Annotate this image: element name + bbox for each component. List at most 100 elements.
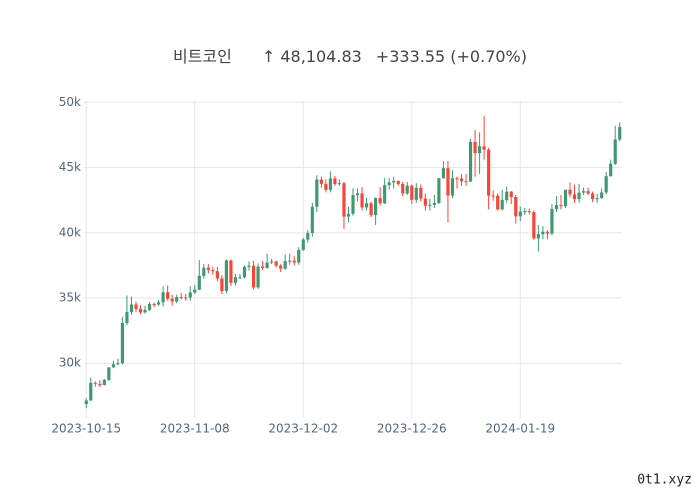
watermark: 0t1.xyz xyxy=(637,473,692,488)
candle-body xyxy=(251,265,256,288)
candle-body xyxy=(369,203,373,216)
candle-body xyxy=(206,267,210,271)
candle-body xyxy=(577,192,581,200)
candle-body xyxy=(224,260,228,291)
candle-body xyxy=(455,178,459,180)
candle-body xyxy=(188,292,192,298)
candle-body xyxy=(360,193,364,208)
candle-body xyxy=(523,211,527,213)
candle-body xyxy=(613,139,617,164)
candle-body xyxy=(147,303,152,310)
candle-body xyxy=(459,178,464,181)
candle-body xyxy=(563,189,568,207)
y-tick-label: 40k xyxy=(59,225,81,239)
candle-body xyxy=(559,205,563,207)
candle-body xyxy=(279,265,283,269)
candle-body xyxy=(437,178,441,204)
candle-body xyxy=(374,198,378,216)
x-tick-label: 2023-12-26 xyxy=(377,422,447,436)
candle-body xyxy=(536,234,540,239)
candle-body xyxy=(202,267,206,276)
candle-body xyxy=(138,308,143,313)
candle-body xyxy=(324,183,328,190)
chart-title: 비트코인 ↑ 48,104.83 +333.55 (+0.70%) xyxy=(173,47,527,66)
candle-body xyxy=(604,176,608,193)
candle-body xyxy=(98,383,102,385)
candle-body xyxy=(301,239,305,250)
candle-body xyxy=(496,195,500,210)
x-tick-label: 2023-11-08 xyxy=(160,422,230,436)
candle-body xyxy=(247,265,251,267)
candle-body xyxy=(586,191,590,194)
candle-body xyxy=(441,168,446,179)
candle-body xyxy=(274,261,278,266)
candle-body xyxy=(161,292,165,303)
candle-body xyxy=(446,168,450,196)
candle-body xyxy=(111,364,115,368)
candle-body xyxy=(568,189,572,195)
candle-body xyxy=(468,141,473,182)
candle-body xyxy=(482,146,486,150)
candle-body xyxy=(292,260,296,263)
candle-body xyxy=(405,185,409,194)
candle-body xyxy=(265,262,269,269)
candle-body xyxy=(554,205,559,210)
candle-body xyxy=(346,213,351,217)
candle-body xyxy=(229,260,233,283)
y-tick-label: 35k xyxy=(59,290,81,304)
candle-body xyxy=(270,261,274,263)
candle-body xyxy=(414,187,418,200)
last-price: ↑ 48,104.83 xyxy=(262,47,362,66)
candle-body xyxy=(120,323,125,364)
candle-body xyxy=(166,292,170,299)
candle-body xyxy=(432,203,436,205)
candle-body xyxy=(116,363,120,365)
candle-body xyxy=(170,298,174,302)
candle-body xyxy=(337,183,342,185)
x-tick-label: 2024-01-19 xyxy=(485,422,555,436)
candle-body xyxy=(545,231,549,234)
candle-body xyxy=(364,203,369,208)
candle-body xyxy=(595,198,599,200)
candle-body xyxy=(315,179,319,207)
candle-body xyxy=(473,141,477,154)
candle-body xyxy=(581,191,586,193)
candle-body xyxy=(351,195,355,214)
candle-body xyxy=(129,304,134,313)
candle-body xyxy=(197,275,201,290)
candle-body xyxy=(89,382,93,401)
candle-body xyxy=(179,296,183,298)
candle-body xyxy=(310,206,314,234)
candle-body xyxy=(478,146,482,154)
candle-body xyxy=(378,198,382,204)
candle-body xyxy=(514,197,518,217)
candle-body xyxy=(518,211,522,217)
candle-body xyxy=(491,195,495,197)
candle-body xyxy=(319,179,323,184)
candle-body xyxy=(392,180,396,183)
asset-name: 비트코인 xyxy=(173,47,232,66)
candle-body xyxy=(342,183,346,217)
candle-body xyxy=(428,204,432,206)
candle-body xyxy=(84,400,88,405)
candle-body xyxy=(550,209,554,234)
candle-body xyxy=(102,379,106,385)
candle-body xyxy=(93,382,97,384)
candle-body xyxy=(193,289,197,293)
candle-body xyxy=(591,193,595,200)
candle-body xyxy=(242,266,247,278)
candle-body xyxy=(396,180,400,184)
price-change: +333.55 (+0.70%) xyxy=(376,47,527,66)
y-tick-label: 30k xyxy=(59,356,81,370)
candle-body xyxy=(297,249,301,263)
candle-body xyxy=(572,194,577,200)
candle-body xyxy=(157,302,161,305)
candle-body xyxy=(423,198,427,206)
x-tick-label: 2023-12-02 xyxy=(268,422,338,436)
candle-body xyxy=(134,304,138,309)
candle-body xyxy=(220,278,224,291)
candle-body xyxy=(401,183,405,194)
candle-body xyxy=(600,192,604,199)
